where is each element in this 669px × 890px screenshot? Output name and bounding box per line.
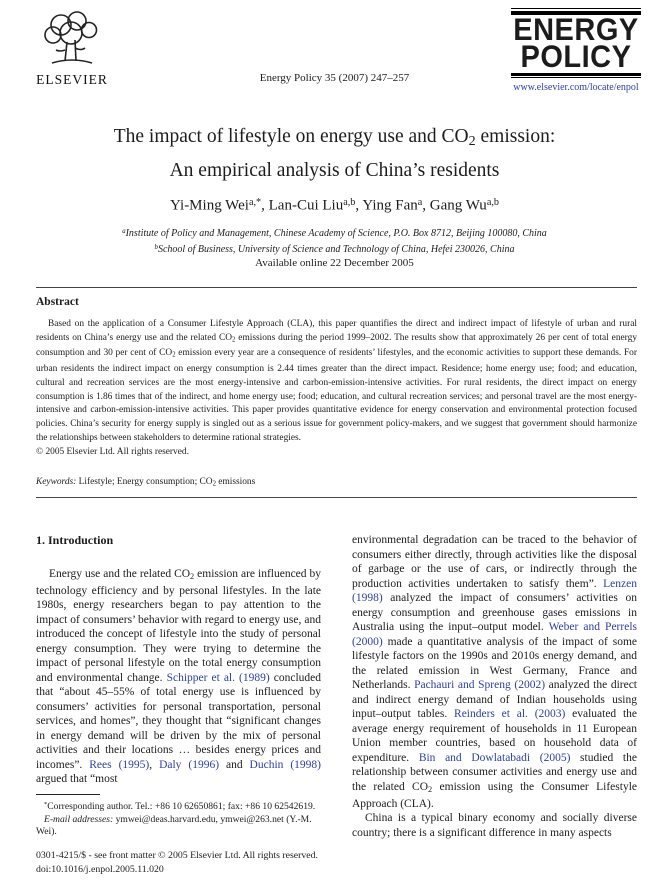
text-segment: analyzed the impact of consumers’ activi… (352, 592, 637, 633)
right-column: environmental degradation can be traced … (352, 533, 637, 840)
citation-link[interactable]: Weber and Perrels (2000) (352, 621, 637, 648)
text-segment: 2 (190, 571, 195, 581)
text-segment: Lifestyle; Energy consumption; CO (78, 477, 213, 488)
copyright-line: © 2005 Elsevier Ltd. All rights reserved… (36, 447, 189, 458)
journal-citation: Energy Policy 35 (2007) 247–257 (259, 72, 410, 84)
abstract-section: Abstract Based on the application of a C… (36, 287, 637, 498)
text-segment: , Lan-Cui Liu (261, 197, 344, 214)
logo-rule-bottom-thick (511, 72, 641, 76)
text-segment: a,b (486, 197, 499, 208)
text-segment: environmental degradation can be traced … (352, 534, 637, 590)
citation-link[interactable]: Daly (1996) (159, 758, 220, 771)
available-online-date: Available online 22 December 2005 (255, 257, 414, 269)
elsevier-tree-icon (34, 11, 110, 70)
citation-link[interactable]: Duchin (1998) (249, 758, 322, 771)
energy-policy-logo: ENERGY POLICY www.elsevier.com/locate/en… (511, 8, 641, 93)
affiliation-b: bSchool of Business, University of Scien… (0, 241, 669, 257)
intro-paragraph-right-2: China is a typical binary economy and so… (352, 812, 637, 839)
text-segment: emissions (215, 477, 256, 488)
text-segment: a,b (343, 197, 356, 208)
keywords-line: Keywords: Lifestyle; Energy consumption;… (36, 477, 637, 487)
text-segment: a (417, 197, 423, 208)
citation-link[interactable]: Schipper et al. (1989) (166, 671, 270, 684)
text-segment: b (154, 243, 158, 251)
section-heading-introduction: 1. Introduction (36, 533, 114, 547)
text-segment: and (219, 758, 250, 771)
text-segment: emissions during the period 1999–2002. T… (36, 332, 638, 359)
text-segment: 2 (172, 351, 176, 359)
intro-paragraph-left: Energy use and the related CO2 emission … (36, 567, 321, 787)
footnote-rule (36, 794, 100, 795)
affiliation-a: aInstitute of Policy and Management, Chi… (0, 225, 669, 241)
text-segment: E-mail addresses: (44, 813, 114, 825)
text-segment: , (149, 758, 160, 771)
elsevier-logo: ELSEVIER (28, 10, 116, 88)
corresponding-author-footnote: *Corresponding author. Tel.: +86 10 6265… (36, 794, 328, 839)
footnote-email-line: E-mail addresses: ymwei@deas.harvard.edu… (36, 814, 328, 839)
text-segment: 2 (212, 480, 216, 488)
body-columns: 1. Introduction Energy use and the relat… (36, 533, 637, 840)
text-segment: Keywords: (36, 477, 79, 488)
abstract-text: Based on the application of a Consumer L… (36, 318, 637, 446)
intro-paragraph-right: environmental degradation can be traced … (352, 533, 637, 811)
text-segment: ymwei@deas.harvard.edu, ymwei@263.net (Y… (36, 813, 312, 838)
imprint-block: 0301-4215/$ - see front matter © 2005 El… (36, 849, 366, 877)
text-segment: Institute of Policy and Management, Chin… (125, 228, 547, 240)
text-segment: 2 (428, 784, 433, 794)
text-segment: emission using the Consumer Lifestyle Ap… (352, 780, 637, 810)
left-column: 1. Introduction Energy use and the relat… (36, 533, 321, 840)
text-segment: , Ying Fan (355, 197, 418, 214)
logo-rule-bottom-thin (511, 77, 641, 78)
citation-link[interactable]: Pachauri and Spreng (2002) (414, 679, 546, 691)
text-segment: a (122, 228, 126, 235)
text-segment: a,* (248, 197, 262, 208)
text-segment: The impact of lifestyle on energy use an… (113, 126, 469, 147)
logo-line-policy: POLICY (520, 39, 632, 74)
text-segment: emission are influenced by technology ef… (36, 567, 321, 684)
text-segment: * (44, 801, 48, 808)
text-segment: Yi-Ming Wei (170, 197, 249, 214)
elsevier-wordmark: ELSEVIER (36, 72, 108, 87)
text-segment: made a quantitative analysis of the impa… (352, 635, 637, 692)
citation-link[interactable]: Reinders et al. (2003) (454, 708, 566, 720)
text-segment: Energy use and the related CO (49, 567, 191, 580)
footnote-contact-line: *Corresponding author. Tel.: +86 10 6265… (36, 799, 328, 814)
text-segment: emission every year are a consequence of… (36, 348, 637, 444)
text-segment: 2 (232, 336, 236, 344)
text-segment: analyzed the direct and indirect energy … (352, 679, 637, 720)
issn-copyright-line: 0301-4215/$ - see front matter © 2005 El… (36, 850, 318, 861)
text-segment: , Gang Wu (422, 197, 487, 214)
citation-link[interactable]: Rees (1995) (89, 758, 150, 771)
text-segment: studied the relationship between consume… (352, 751, 637, 793)
doi-line: doi:10.1016/j.enpol.2005.11.020 (36, 863, 164, 875)
author-list: Yi-Ming Weia,*, Lan-Cui Liua,b, Ying Fan… (0, 197, 669, 215)
text-segment: argued that “most (36, 773, 118, 786)
logo-rule-top-thick (511, 11, 641, 15)
logo-line-energy: ENERGY (513, 12, 639, 47)
abstract-heading: Abstract (36, 296, 79, 308)
logo-rule-top-thin (511, 8, 641, 9)
text-segment: emission: (475, 126, 556, 147)
article-title-line2: An empirical analysis of China’s residen… (169, 160, 500, 182)
citation-link[interactable]: Bin and Dowlatabadi (2005) (418, 751, 571, 764)
text-segment: Corresponding author. Tel.: +86 10 62650… (47, 800, 316, 812)
article-title-line1: The impact of lifestyle on energy use an… (0, 122, 669, 156)
text-segment: School of Business, University of Scienc… (157, 243, 515, 255)
text-segment: evaluated the average energy requirement… (352, 708, 638, 764)
abstract-bottom-rule (36, 496, 637, 498)
affiliations: aInstitute of Policy and Management, Chi… (0, 225, 669, 256)
citation-link[interactable]: Lenzen (1998) (352, 577, 637, 605)
journal-url-link[interactable]: www.elsevier.com/locate/enpol (513, 82, 639, 93)
text-segment: Based on the application of a Consumer L… (36, 319, 637, 343)
article-title: The impact of lifestyle on energy use an… (0, 122, 669, 185)
text-segment: concluded that “about 45–55% of total en… (36, 671, 321, 771)
text-segment: 2 (468, 133, 476, 150)
